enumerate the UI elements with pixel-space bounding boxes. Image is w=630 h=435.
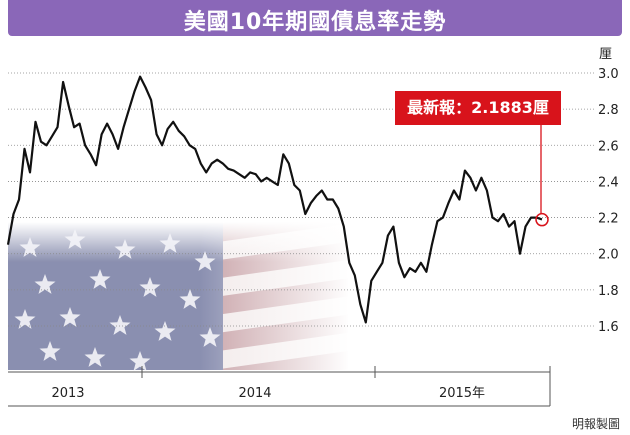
star-icon xyxy=(84,347,106,367)
star-icon xyxy=(34,274,56,294)
y-tick-label: 2.2 xyxy=(598,212,619,227)
y-tick-label: 2.6 xyxy=(598,139,619,154)
y-tick-label: 2.4 xyxy=(598,175,619,190)
x-axis xyxy=(8,366,551,407)
y-tick-label: 1.8 xyxy=(598,284,619,299)
y-tick-label: 2.8 xyxy=(598,103,619,118)
star-icon xyxy=(159,233,181,253)
star-icon xyxy=(199,327,221,347)
series-line xyxy=(6,75,543,324)
title-bar: 美國10年期國債息率走勢 xyxy=(8,0,622,36)
star-icon xyxy=(89,269,111,289)
star-icon xyxy=(64,229,86,249)
star-icon xyxy=(59,307,81,327)
unit-label: 厘 xyxy=(599,47,613,62)
flag-stars xyxy=(14,229,221,371)
x-axis-ticks: 2013 2014 2015年 xyxy=(51,386,485,401)
chart-title: 美國10年期國債息率走勢 xyxy=(183,10,447,35)
y-tick-label: 3.0 xyxy=(598,67,619,82)
x-tick-label: 2014 xyxy=(238,386,271,401)
x-tick-label: 2013 xyxy=(51,386,84,401)
flag-background xyxy=(8,222,350,370)
star-icon xyxy=(14,309,36,329)
star-icon xyxy=(129,351,151,371)
star-icon xyxy=(179,289,201,309)
star-icon xyxy=(194,251,216,271)
star-icon xyxy=(154,321,176,341)
star-icon xyxy=(114,239,136,259)
star-icon xyxy=(39,341,61,361)
source-credit: 明報製圖 xyxy=(571,417,620,431)
x-tick-label: 2015年 xyxy=(439,386,485,401)
y-tick-label: 1.6 xyxy=(598,320,619,335)
star-icon xyxy=(139,277,161,297)
y-tick-label: 2.0 xyxy=(598,248,619,263)
latest-value-marker xyxy=(535,212,549,227)
y-axis-ticks: 3.0 2.8 2.6 2.4 2.2 2.0 1.8 1.6 xyxy=(598,67,619,335)
latest-value-callout: 最新報：2.1883厘 xyxy=(395,91,561,125)
star-icon xyxy=(19,237,41,257)
star-icon xyxy=(109,315,131,335)
